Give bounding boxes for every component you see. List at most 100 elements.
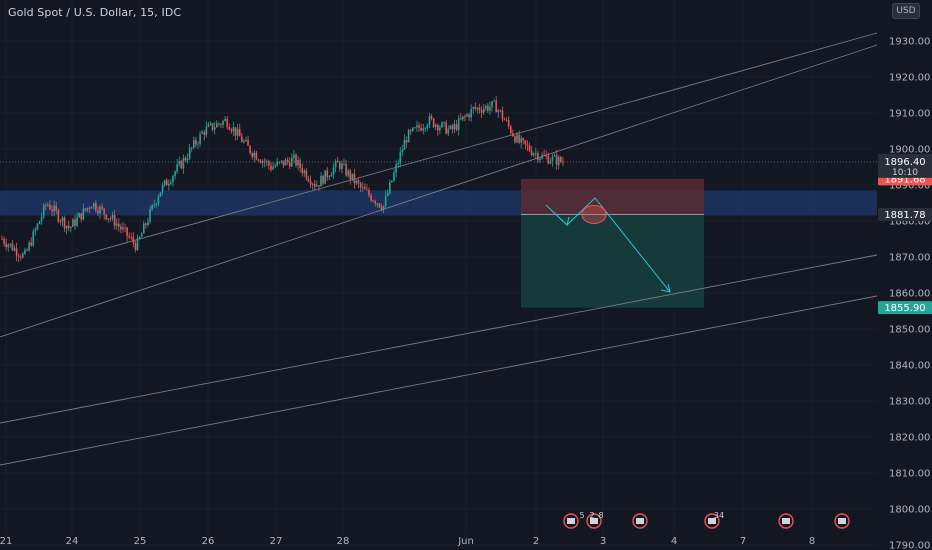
trendlines[interactable] bbox=[0, 32, 878, 466]
candle-body bbox=[347, 170, 349, 176]
x-tick-label: 3 bbox=[600, 536, 606, 547]
candle-body bbox=[259, 160, 262, 163]
candle-body bbox=[151, 204, 153, 210]
candle-body bbox=[422, 128, 425, 131]
y-tick-label: 1850.00 bbox=[889, 324, 930, 335]
candle-body bbox=[234, 127, 237, 136]
candle-body bbox=[443, 122, 445, 124]
candle-body bbox=[420, 127, 422, 131]
candle-body bbox=[359, 183, 362, 188]
candle-body bbox=[218, 123, 220, 125]
candle-body bbox=[193, 140, 195, 148]
level-label-bg bbox=[878, 301, 932, 315]
candle-body bbox=[67, 225, 70, 228]
trendline[interactable] bbox=[0, 32, 878, 279]
trendline[interactable] bbox=[0, 254, 878, 424]
candle-body bbox=[199, 133, 201, 144]
candle-body bbox=[343, 163, 345, 165]
candle-body bbox=[11, 243, 14, 251]
candle-body bbox=[384, 195, 387, 206]
candle-body bbox=[228, 126, 231, 130]
candle-body bbox=[468, 114, 470, 118]
candle-body bbox=[336, 160, 339, 163]
entry-circle-marker[interactable] bbox=[581, 204, 607, 224]
candle-body bbox=[88, 207, 91, 209]
candle-body bbox=[207, 124, 210, 127]
candle-body bbox=[428, 116, 431, 126]
candle-body bbox=[53, 205, 55, 212]
candle-body bbox=[274, 165, 276, 167]
candle-body bbox=[484, 105, 487, 109]
candle-body bbox=[530, 150, 533, 156]
candle-body bbox=[86, 207, 89, 211]
price-axis[interactable]: 1790.00 1800.00 1810.00 1820.00 1830.00 1840.… bbox=[877, 0, 932, 550]
projection-path[interactable] bbox=[545, 197, 671, 293]
candle-body bbox=[220, 124, 222, 125]
candle-body bbox=[270, 165, 272, 170]
current-price-label: 1896.40 bbox=[884, 157, 925, 168]
candle-body bbox=[543, 154, 545, 156]
candle-body bbox=[355, 180, 358, 184]
y-tick-label: 1800.00 bbox=[889, 504, 930, 515]
level-label: 1855.90 bbox=[884, 303, 925, 314]
event-count-badge: 8 bbox=[598, 511, 603, 520]
candle-body bbox=[105, 214, 108, 220]
y-tick-label: 1900.00 bbox=[889, 144, 930, 155]
x-tick-label: 4 bbox=[671, 536, 677, 547]
candle-body bbox=[201, 132, 203, 134]
candle-body bbox=[215, 123, 218, 128]
time-axis[interactable]: 21 24 25 26 27 28 Jun 2 3 4 7 8 bbox=[0, 536, 815, 547]
y-tick-label: 1860.00 bbox=[889, 288, 930, 299]
x-tick-label: 26 bbox=[202, 536, 215, 547]
candle-body bbox=[238, 128, 241, 137]
candle-body bbox=[261, 161, 264, 163]
stop-loss-zone[interactable] bbox=[521, 178, 704, 215]
candle-body bbox=[42, 205, 45, 217]
candle-body bbox=[132, 237, 135, 244]
take-profit-zone[interactable] bbox=[521, 214, 704, 308]
candle-body bbox=[532, 153, 535, 156]
candle-body bbox=[24, 250, 26, 254]
candle-body bbox=[305, 170, 308, 179]
candle-body bbox=[303, 170, 306, 174]
projection-arrows[interactable] bbox=[545, 197, 671, 293]
candle-body bbox=[462, 116, 464, 120]
candle-body bbox=[211, 123, 214, 130]
candle-body bbox=[437, 124, 439, 131]
candle-body bbox=[78, 213, 80, 218]
trendline[interactable] bbox=[0, 44, 878, 338]
candle-body bbox=[184, 157, 187, 161]
candle-body bbox=[230, 129, 233, 132]
candle-body bbox=[562, 161, 564, 163]
candle-body bbox=[389, 182, 391, 194]
currency-badge[interactable]: USD bbox=[892, 3, 920, 19]
event-count-badge: 5 bbox=[579, 511, 584, 520]
candle-body bbox=[524, 140, 527, 145]
candle-body bbox=[172, 176, 174, 183]
support-zone[interactable] bbox=[0, 190, 877, 216]
candle-body bbox=[1, 238, 3, 240]
candle-body bbox=[186, 158, 189, 161]
candle-body bbox=[34, 229, 37, 232]
economic-events[interactable]: 5 2 8 34 bbox=[563, 511, 850, 529]
candle-body bbox=[255, 152, 258, 160]
candle-body bbox=[113, 214, 116, 226]
candle-body bbox=[401, 149, 404, 153]
candle-body bbox=[403, 140, 406, 150]
candle-body bbox=[493, 100, 495, 102]
candle-body bbox=[7, 244, 10, 248]
current-price-box bbox=[878, 153, 932, 178]
us-flag-icon bbox=[838, 518, 846, 524]
us-flag-icon bbox=[636, 518, 644, 524]
candle-body bbox=[15, 248, 18, 256]
candle-body bbox=[311, 183, 314, 185]
candle-body bbox=[522, 138, 525, 141]
candle-body bbox=[374, 201, 377, 204]
candle-body bbox=[472, 107, 475, 109]
candle-body bbox=[243, 141, 245, 143]
candle-body bbox=[257, 159, 260, 161]
trendline[interactable] bbox=[0, 295, 878, 466]
candle-body bbox=[13, 248, 16, 251]
gridlines bbox=[0, 0, 877, 545]
